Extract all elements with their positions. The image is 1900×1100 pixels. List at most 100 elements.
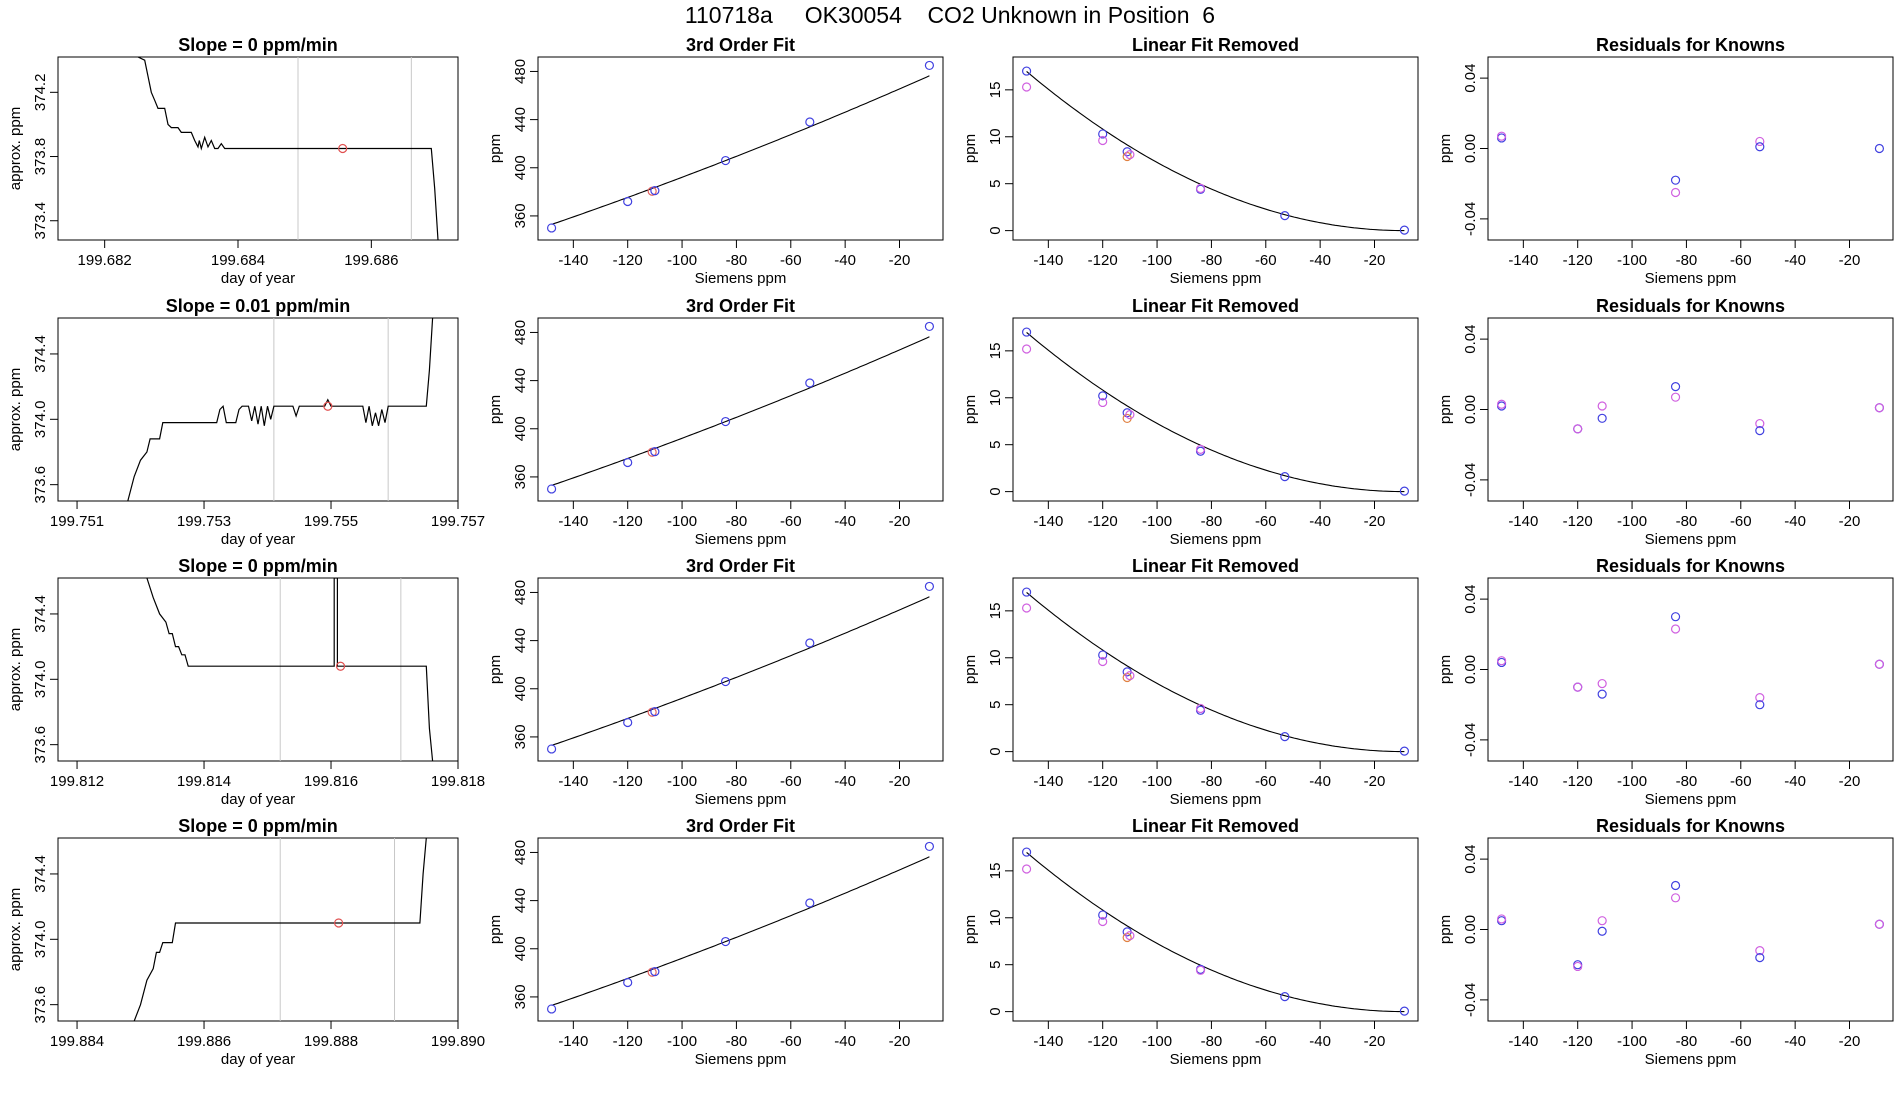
data-point: [1280, 211, 1290, 221]
x-tick-label: -20: [1839, 1033, 1861, 1050]
panel-r2-c1: 3rd Order Fit -140 -120 -100 -80 -60 -40 -20 360…: [487, 556, 944, 808]
y-tick-label: 0: [987, 747, 1004, 755]
x-tick-label: -100: [667, 773, 697, 790]
x-axis-label: Siemens ppm: [1170, 270, 1262, 287]
plot-area: [546, 841, 935, 1014]
data-point: [1125, 150, 1135, 160]
x-tick-label: -120: [1563, 773, 1593, 790]
data-point: [1496, 914, 1507, 924]
y-axis-label: ppm: [962, 655, 979, 684]
y-axis-label: ppm: [487, 395, 504, 424]
data-point: [1670, 392, 1681, 402]
x-tick-label: -100: [1617, 773, 1647, 790]
x-tick-label: -100: [1142, 513, 1172, 530]
data-point: [1874, 143, 1885, 154]
data-point: [1597, 916, 1607, 926]
plot-area: [546, 60, 935, 233]
plot-frame: [1487, 317, 1894, 502]
data-point: [1195, 705, 1206, 715]
x-axis-label: Siemens ppm: [695, 270, 787, 287]
plot-frame: [57, 577, 459, 762]
y-tick-label: 0.04: [1462, 585, 1479, 614]
plot-area: [1496, 382, 1885, 436]
y-tick-label: 374.2: [32, 74, 49, 112]
y-axis-label: ppm: [1437, 395, 1454, 424]
x-tick-label: -140: [1033, 513, 1063, 530]
data-point: [1021, 587, 1032, 597]
data-point: [1496, 131, 1507, 141]
y-tick-label: 15: [987, 863, 1004, 880]
x-tick-label: -80: [1676, 513, 1698, 530]
panel-title: 3rd Order Fit: [686, 296, 795, 316]
data-point: [1496, 399, 1507, 409]
x-tick-label: 199.751: [50, 513, 104, 530]
data-point: [623, 457, 633, 468]
x-tick-label: -20: [1364, 1033, 1386, 1050]
plot-frame: [1012, 837, 1419, 1022]
y-tick-label: 480: [512, 59, 529, 84]
y-tick-label: 10: [987, 128, 1004, 145]
panel-title: Linear Fit Removed: [1132, 35, 1299, 55]
panel-title: Linear Fit Removed: [1132, 296, 1299, 316]
series-line: [137, 57, 439, 240]
x-tick-label: -60: [1730, 1033, 1752, 1050]
x-tick-label: -120: [1088, 513, 1118, 530]
x-tick-label: -20: [1839, 513, 1861, 530]
data-point: [623, 717, 633, 728]
data-point: [1280, 731, 1290, 742]
x-tick-label: -140: [558, 252, 588, 269]
y-tick-label: 373.6: [32, 986, 49, 1024]
x-tick-label: -40: [1309, 252, 1331, 269]
plot-frame: [1012, 577, 1419, 762]
panel-r1-c0: Slope = 0.01 ppm/min 199.751 199.753 199.75…: [7, 296, 485, 548]
x-tick-label: -80: [1201, 513, 1223, 530]
y-axis-label: approx. ppm: [7, 628, 24, 711]
data-point: [1670, 175, 1681, 185]
x-tick-label: -40: [1309, 773, 1331, 790]
y-axis-label: ppm: [487, 655, 504, 684]
plot-area: [546, 321, 935, 494]
panel-r2-c2: Linear Fit Removed -140 -120 -100 -80 -60 -40 -…: [962, 556, 1419, 808]
x-tick-label: 199.753: [177, 513, 231, 530]
x-tick-label: -40: [834, 513, 856, 530]
x-tick-label: -60: [780, 252, 802, 269]
x-tick-label: -140: [1508, 773, 1538, 790]
y-tick-label: 10: [987, 389, 1004, 406]
data-point: [805, 117, 815, 127]
y-tick-label: 0.00: [1462, 655, 1479, 684]
data-point: [1755, 946, 1765, 956]
y-tick-label: 374.0: [32, 921, 49, 959]
x-tick-label: -120: [1563, 252, 1593, 269]
x-axis-label: Siemens ppm: [1170, 791, 1262, 808]
x-tick-label: -120: [1088, 773, 1118, 790]
panel-title: Slope = 0 ppm/min: [178, 556, 338, 576]
x-tick-label: -100: [667, 252, 697, 269]
plot-frame: [537, 577, 944, 762]
plot-frame: [1487, 56, 1894, 241]
y-tick-label: 0.00: [1462, 395, 1479, 424]
data-point: [546, 1004, 557, 1014]
x-tick-label: -100: [667, 1033, 697, 1050]
data-point: [720, 676, 731, 687]
x-axis-label: Siemens ppm: [1645, 791, 1737, 808]
plot-area: [133, 838, 427, 1021]
panel-r3-c2: Linear Fit Removed -140 -120 -100 -80 -60 -40 -…: [962, 816, 1419, 1068]
data-point: [1597, 689, 1607, 699]
plot-area: [546, 581, 935, 754]
y-axis-label: ppm: [962, 134, 979, 163]
y-tick-label: 374.4: [32, 855, 49, 893]
data-point: [1195, 446, 1206, 456]
x-tick-label: -140: [558, 773, 588, 790]
data-point: [1670, 880, 1681, 891]
data-point: [1098, 916, 1108, 927]
y-axis-label: approx. ppm: [7, 107, 24, 190]
x-axis-label: Siemens ppm: [1170, 1051, 1262, 1068]
panel-r0-c2: Linear Fit Removed -140 -120 -100 -80 -60 -40 -…: [962, 35, 1419, 287]
data-point: [1098, 135, 1108, 146]
y-tick-label: 440: [512, 368, 529, 393]
x-axis-label: day of year: [221, 531, 295, 548]
y-axis-label: ppm: [1437, 134, 1454, 163]
y-tick-label: 0.00: [1462, 915, 1479, 944]
y-tick-label: 10: [987, 909, 1004, 926]
plot-frame: [537, 317, 944, 502]
